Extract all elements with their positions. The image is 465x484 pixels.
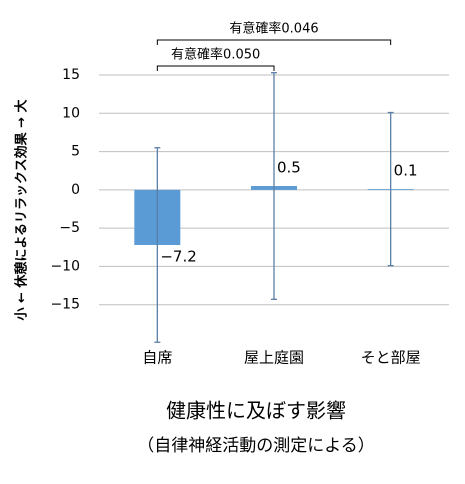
error-bar	[271, 72, 277, 301]
x-tick-label: そと部屋	[361, 349, 421, 367]
error-bar	[387, 111, 394, 267]
error-bar	[154, 147, 161, 343]
y-tick-label: 0	[71, 182, 80, 198]
chart-subtitle: （自律神経活動の測定による）	[137, 436, 375, 456]
value-label: −7.2	[160, 247, 196, 265]
value-label: 0.5	[277, 159, 301, 177]
y-tick-label: 15	[62, 67, 80, 83]
y-tick-label: −15	[50, 297, 80, 313]
annotation: 有意確率0.050	[171, 47, 260, 63]
annotation: 有意確率0.046	[229, 21, 318, 37]
chart-title: 健康性に及ぼす影響	[166, 399, 346, 423]
bracket	[156, 65, 275, 71]
y-tick-label: −5	[59, 220, 80, 236]
y-axis-label: 小 ← 休憩によるリラックス効果 → 大	[14, 99, 30, 320]
y-tick-label: 10	[62, 105, 80, 121]
y-tick-label: 5	[71, 144, 80, 160]
y-tick-label: −10	[50, 258, 80, 274]
x-tick-label: 自席	[142, 349, 172, 367]
value-label: 0.1	[394, 162, 418, 180]
x-tick-label: 屋上庭園	[244, 349, 304, 367]
bracket	[156, 39, 392, 45]
